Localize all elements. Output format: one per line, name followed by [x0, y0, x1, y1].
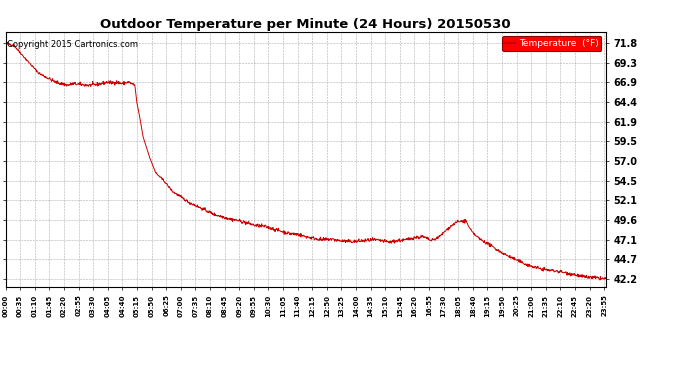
- Title: Outdoor Temperature per Minute (24 Hours) 20150530: Outdoor Temperature per Minute (24 Hours…: [100, 18, 511, 31]
- Legend: Temperature  (°F): Temperature (°F): [502, 36, 601, 51]
- Text: Copyright 2015 Cartronics.com: Copyright 2015 Cartronics.com: [7, 39, 138, 48]
